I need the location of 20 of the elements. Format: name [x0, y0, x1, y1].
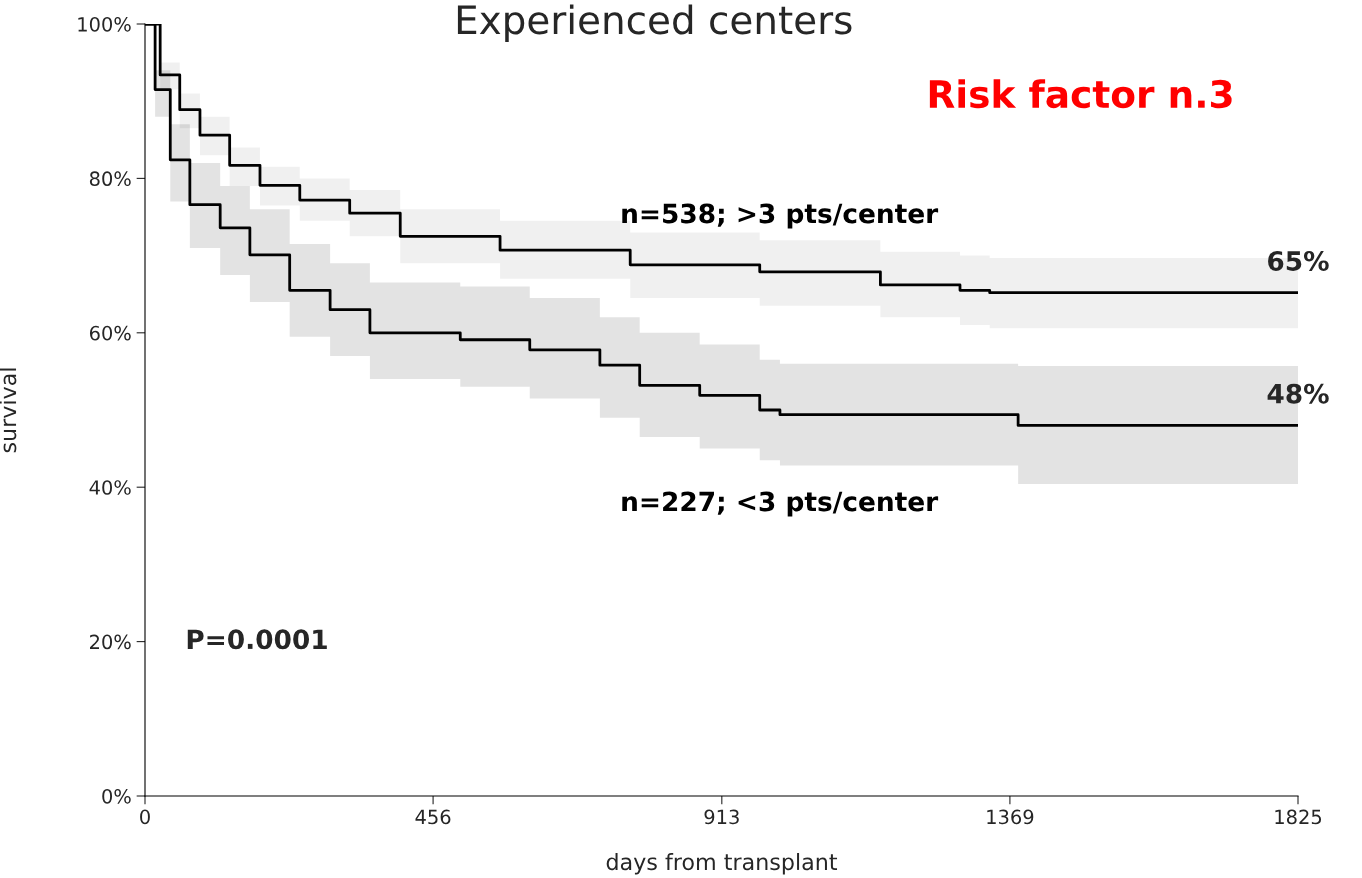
y-tick-label: 20%	[90, 634, 131, 650]
x-tick-label: 1825	[1275, 809, 1322, 825]
x-tick-label: 0	[140, 809, 150, 825]
y-axis-title: survival	[0, 368, 17, 453]
y-tick-label: 100%	[78, 16, 131, 32]
y-tick-label: 80%	[89, 171, 131, 187]
y-tick-label: 60%	[89, 325, 131, 341]
x-tick-label: 1369	[987, 809, 1034, 825]
x-tick-label: 456	[415, 809, 451, 825]
y-tick-label: 40%	[89, 480, 131, 495]
series-label: n=538; >3 pts/center	[622, 203, 939, 229]
text: n=227; <3 pts/center	[622, 491, 939, 517]
x-axis-title: days from transplant	[606, 853, 838, 875]
x-tick-label: 913	[704, 809, 739, 825]
y-tick-label: 0%	[102, 788, 131, 804]
annotation: 48%	[1267, 383, 1329, 404]
annotation: P=0.0001	[187, 629, 327, 650]
chart-title: Experienced centers	[457, 4, 852, 43]
annotation: Risk factor n.3	[929, 79, 1232, 109]
annotation: 65%	[1268, 250, 1329, 271]
